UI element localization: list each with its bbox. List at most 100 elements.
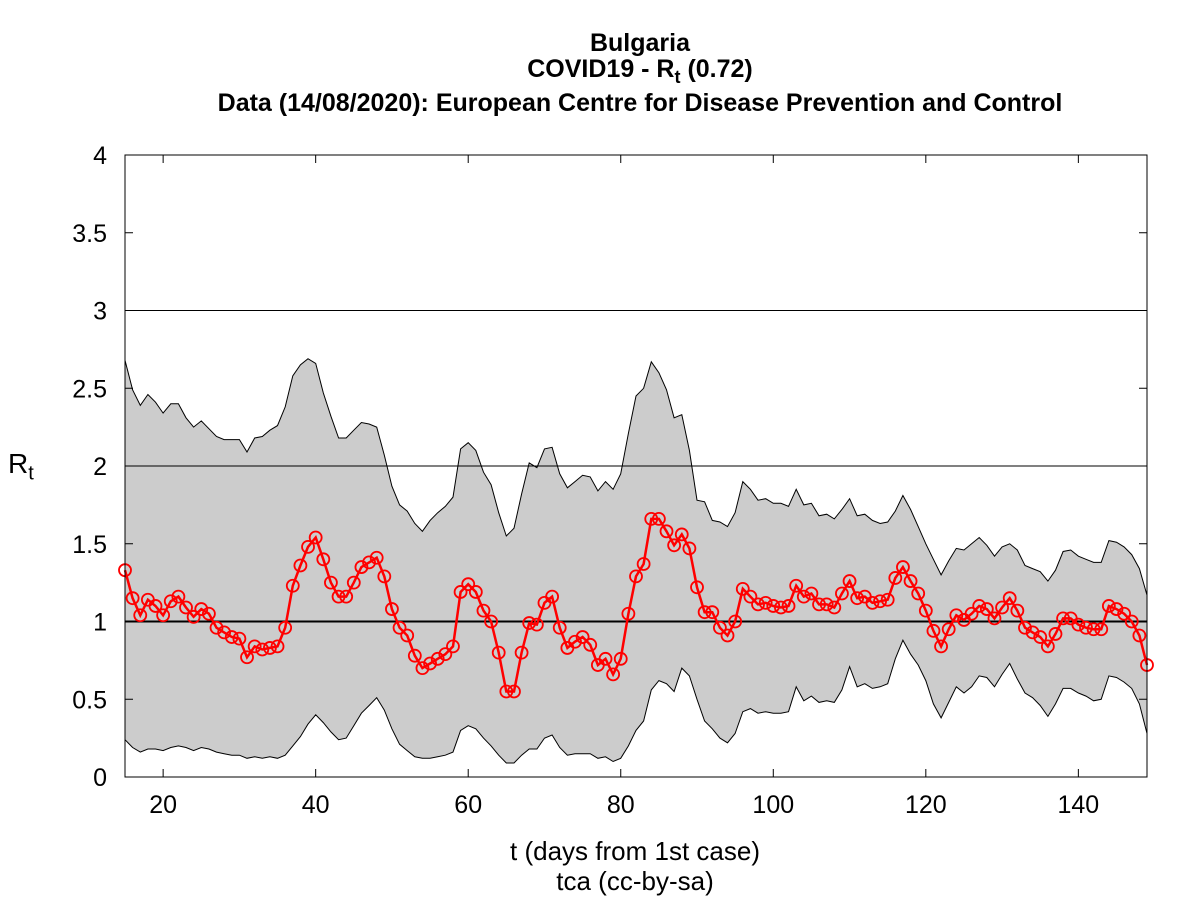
data-point xyxy=(446,639,460,654)
y-tick-label: 3 xyxy=(93,298,107,326)
data-point xyxy=(346,575,361,590)
data-point xyxy=(354,560,369,574)
data-point xyxy=(873,594,887,609)
data-point xyxy=(476,603,491,618)
y-tick-label: 2 xyxy=(93,453,107,481)
data-point xyxy=(438,647,453,662)
data-point xyxy=(934,639,948,654)
data-point xyxy=(1124,614,1139,629)
data-point xyxy=(735,581,750,596)
x-tick-label: 40 xyxy=(302,791,330,819)
data-point xyxy=(224,630,239,644)
y-tick-label: 2.5 xyxy=(72,375,107,403)
data-point xyxy=(1094,622,1109,637)
chart-title: Bulgaria COVID19 - Rt (0.72) Data (14/08… xyxy=(0,30,1200,116)
data-point xyxy=(613,651,628,666)
data-point xyxy=(545,589,560,604)
data-point xyxy=(712,620,727,635)
title-country: Bulgaria xyxy=(589,29,691,57)
data-point xyxy=(308,530,323,545)
title-rt-line: COVID19 - Rt (0.72) xyxy=(0,56,1200,90)
data-point xyxy=(972,599,987,613)
data-point xyxy=(659,524,674,539)
y-tick-label: 1.5 xyxy=(72,531,107,559)
data-point xyxy=(194,602,209,616)
data-point xyxy=(339,589,354,604)
y-tick-label: 0.5 xyxy=(72,686,107,714)
data-point xyxy=(743,589,758,604)
data-point xyxy=(674,527,689,542)
y-tick-label: 1 xyxy=(93,609,107,637)
data-point xyxy=(850,591,865,606)
title-rt-value: (0.72) xyxy=(680,55,753,83)
x-tick-label: 60 xyxy=(454,791,482,819)
data-point xyxy=(507,684,521,699)
data-point xyxy=(171,589,186,604)
data-point xyxy=(583,637,598,652)
data-point xyxy=(1025,625,1040,640)
y-axis-label-subscript: t xyxy=(28,462,34,485)
data-point xyxy=(491,645,506,660)
data-point xyxy=(186,609,201,624)
x-tick-label: 80 xyxy=(607,791,635,819)
data-point xyxy=(667,538,682,553)
data-point xyxy=(552,620,567,635)
data-point xyxy=(751,597,765,612)
data-point xyxy=(636,557,651,571)
data-point xyxy=(232,631,247,646)
data-point xyxy=(278,620,293,635)
data-point xyxy=(301,539,315,554)
data-point xyxy=(247,639,262,654)
data-point xyxy=(179,600,193,615)
data-point xyxy=(812,597,826,612)
data-point xyxy=(1040,639,1055,654)
data-point xyxy=(270,639,285,654)
data-point xyxy=(1132,628,1147,643)
x-tick-label: 120 xyxy=(905,791,947,819)
confidence-band-fill xyxy=(125,358,1147,763)
data-point xyxy=(362,555,376,570)
title-rt-prefix: COVID19 - R xyxy=(527,55,675,83)
confidence-band-upper xyxy=(124,358,1148,596)
y-tick-label: 3.5 xyxy=(72,220,107,248)
data-point xyxy=(453,585,468,599)
series-line xyxy=(123,517,1149,693)
data-point xyxy=(156,608,171,623)
data-point xyxy=(575,630,590,644)
data-point xyxy=(1109,602,1124,616)
data-point xyxy=(125,591,140,606)
x-axis-ticks: 20 40 60 80 100 120 140 xyxy=(149,155,1099,819)
data-point xyxy=(1033,630,1048,644)
data-point xyxy=(148,599,163,613)
data-point xyxy=(331,589,346,604)
data-point xyxy=(979,602,994,616)
data-point xyxy=(1018,620,1032,635)
data-point xyxy=(796,589,811,604)
data-point xyxy=(468,585,483,599)
y-axis-ticks: 0 0.5 1 1.5 2 2.5 3 3.5 4 xyxy=(72,142,1147,792)
data-point xyxy=(911,586,926,601)
title-source: Data (14/08/2020): European Centre for D… xyxy=(217,89,1063,117)
data-point xyxy=(430,651,445,666)
data-point xyxy=(407,648,422,663)
data-point xyxy=(842,574,857,588)
y-axis-label: Rt xyxy=(8,448,34,486)
data-point xyxy=(163,594,178,609)
data-point xyxy=(644,511,659,526)
data-point xyxy=(865,595,880,610)
data-point xyxy=(324,575,338,590)
data-point xyxy=(682,541,697,556)
data-point xyxy=(621,606,636,621)
data-point xyxy=(926,623,941,638)
data-point xyxy=(804,586,819,601)
data-point xyxy=(918,603,933,618)
data-point xyxy=(758,595,773,610)
data-point xyxy=(896,560,910,574)
confidence-band-lower xyxy=(124,639,1148,764)
x-axis-label: t (days from 1st case) xyxy=(510,836,760,866)
data-point xyxy=(209,620,224,635)
data-point xyxy=(316,552,331,567)
data-point xyxy=(995,600,1009,615)
data-point xyxy=(529,617,544,632)
data-point xyxy=(987,611,1002,626)
